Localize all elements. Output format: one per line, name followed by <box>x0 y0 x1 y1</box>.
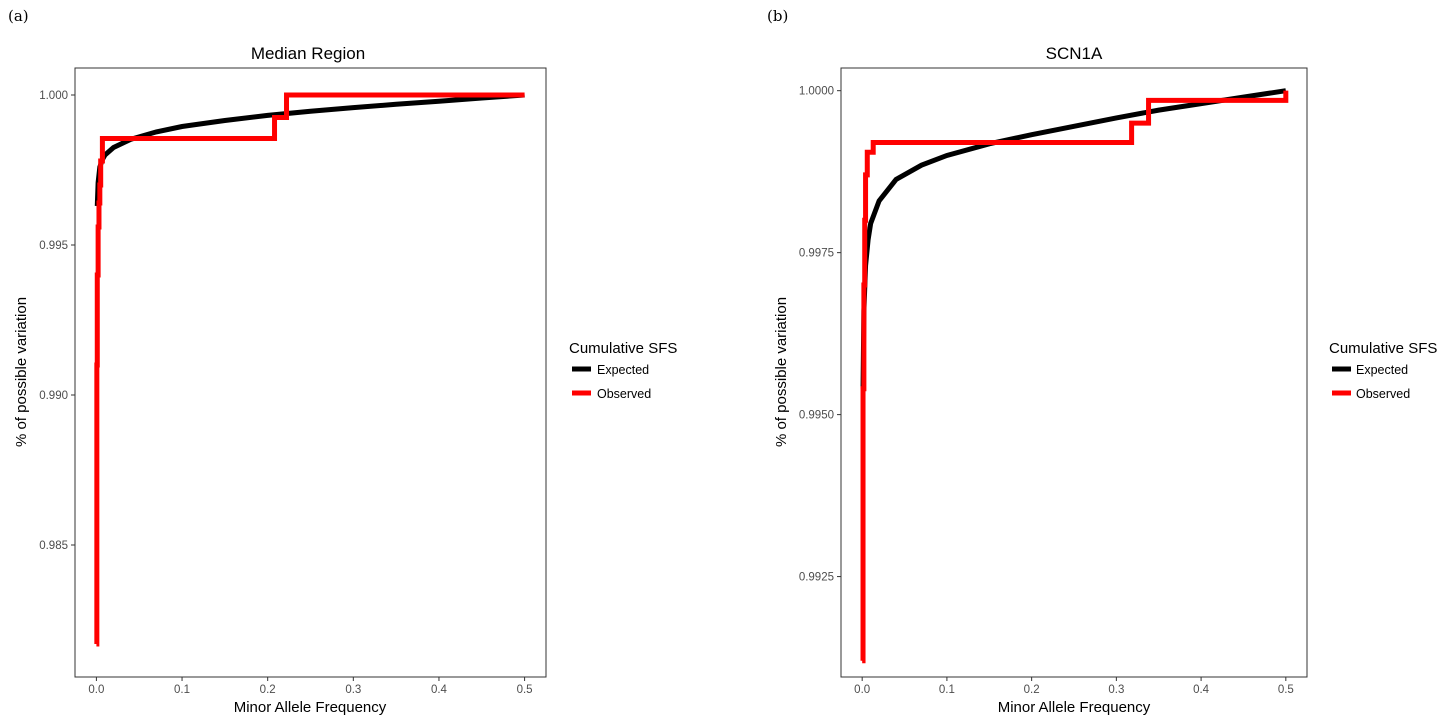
legend-b: Cumulative SFS Expected Observed <box>1329 340 1437 401</box>
chart-title-b: SCN1A <box>1046 44 1103 63</box>
x-axis-title-a: Minor Allele Frequency <box>234 699 387 716</box>
y-axis-a: 0.985 0.990 0.995 1.000 <box>39 90 75 552</box>
legend-title-b: Cumulative SFS <box>1329 340 1437 357</box>
x-tick-label-a: 0.2 <box>260 684 276 696</box>
x-tick-label-b: 0.0 <box>854 684 870 696</box>
panel-b: (b) SCN1A 0.0 0.1 0.2 0.3 0.4 0.5 0.9925 0.995… <box>767 7 1437 716</box>
y-axis-title-a: % of possible variation <box>13 297 30 447</box>
x-tick-label-a: 0.3 <box>345 684 361 696</box>
panel-a: (a) Median Region 0.0 0.1 0.2 0.3 0.4 0.5 0.9… <box>8 7 677 716</box>
x-tick-label-b: 0.5 <box>1278 684 1294 696</box>
x-tick-label-b: 0.4 <box>1193 684 1210 696</box>
legend-a: Cumulative SFS Expected Observed <box>569 340 677 401</box>
x-tick-label-a: 0.5 <box>517 684 533 696</box>
x-tick-label-a: 0.1 <box>174 684 190 696</box>
panel-label-b: (b) <box>767 7 788 25</box>
y-axis-b: 0.9925 0.9950 0.9975 1.0000 <box>799 86 841 584</box>
x-tick-label-b: 0.2 <box>1024 684 1040 696</box>
y-tick-label-b: 0.9975 <box>799 248 834 260</box>
y-axis-title-b: % of possible variation <box>773 297 790 447</box>
series-observed-line-b <box>860 90 1289 664</box>
plot-panel-b <box>840 67 1308 678</box>
legend-label-expected-b: Expected <box>1356 363 1408 377</box>
legend-title-a: Cumulative SFS <box>569 340 677 357</box>
y-tick-label-a: 0.985 <box>39 540 68 552</box>
y-tick-label-a: 0.995 <box>39 240 68 252</box>
x-tick-label-b: 0.1 <box>939 684 955 696</box>
y-tick-label-a: 0.990 <box>39 390 68 402</box>
x-tick-label-a: 0.0 <box>88 684 104 696</box>
x-tick-label-b: 0.3 <box>1108 684 1124 696</box>
series-observed-line-a <box>94 92 525 647</box>
x-axis-a: 0.0 0.1 0.2 0.3 0.4 0.5 <box>88 677 533 696</box>
x-tick-label-a: 0.4 <box>431 684 448 696</box>
y-tick-label-b: 0.9925 <box>799 572 834 584</box>
legend-label-observed-a: Observed <box>597 387 651 401</box>
panel-label-a: (a) <box>8 7 29 25</box>
chart-title-a: Median Region <box>251 44 365 63</box>
series-layer-a <box>94 92 525 647</box>
legend-label-expected-a: Expected <box>597 363 649 377</box>
series-expected-line-b <box>860 88 1287 389</box>
series-layer-b <box>860 88 1289 664</box>
y-tick-label-a: 1.000 <box>39 90 68 102</box>
x-axis-b: 0.0 0.1 0.2 0.3 0.4 0.5 <box>854 677 1294 696</box>
y-tick-label-b: 1.0000 <box>799 86 834 98</box>
x-axis-title-b: Minor Allele Frequency <box>998 699 1151 716</box>
y-tick-label-b: 0.9950 <box>799 410 834 422</box>
plot-panel-a <box>74 67 547 678</box>
legend-label-observed-b: Observed <box>1356 387 1410 401</box>
